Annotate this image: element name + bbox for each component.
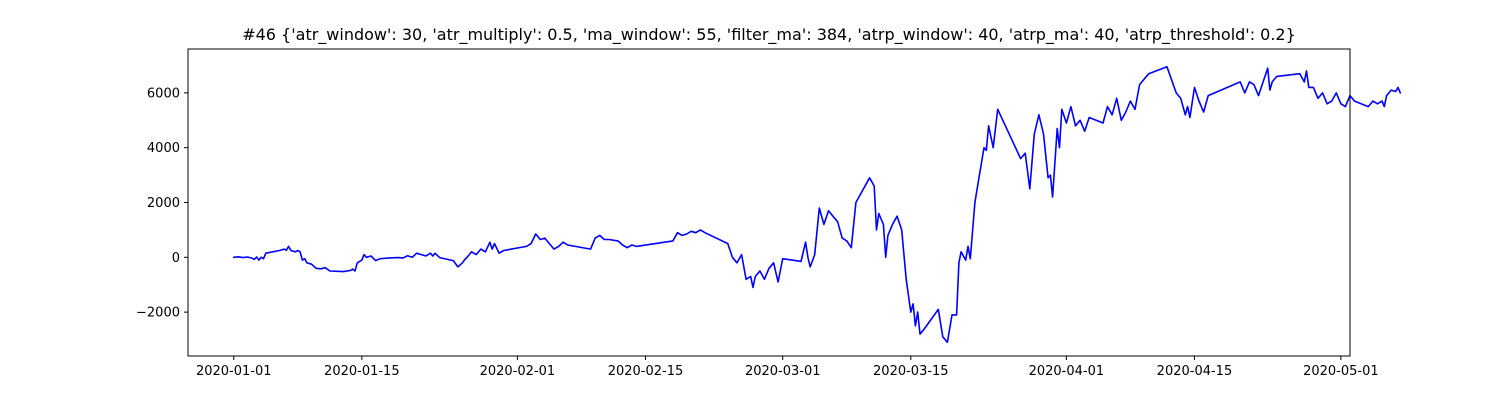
series-line-0 [232,66,1402,344]
x-tick-label: 2020-04-01 [1029,364,1105,379]
plot-area: 2020-01-01 2020-01-15 2020-02-01 2020-02-15… [136,48,1402,379]
x-tick-label: 2020-03-01 [745,364,821,379]
chart-title: #46 {'atr_window': 30, 'atr_multiply': 0… [242,25,1296,45]
plot-frame [187,48,1351,357]
y-tick-label: 0 [172,251,180,266]
x-tick-label: 2020-01-15 [324,364,400,379]
x-tick-label: 2020-02-01 [480,364,556,379]
y-tick-label: 2000 [147,196,180,211]
y-tick-label: 4000 [147,141,180,156]
x-tick-label: 2020-02-15 [608,364,684,379]
x-tick-label: 2020-04-15 [1157,364,1233,379]
x-tick-label: 2020-01-01 [196,364,272,379]
x-tick-label: 2020-03-15 [873,364,949,379]
y-tick-label: −2000 [136,306,180,321]
y-tick-label: 6000 [147,86,180,101]
x-tick-label: 2020-05-01 [1303,364,1379,379]
